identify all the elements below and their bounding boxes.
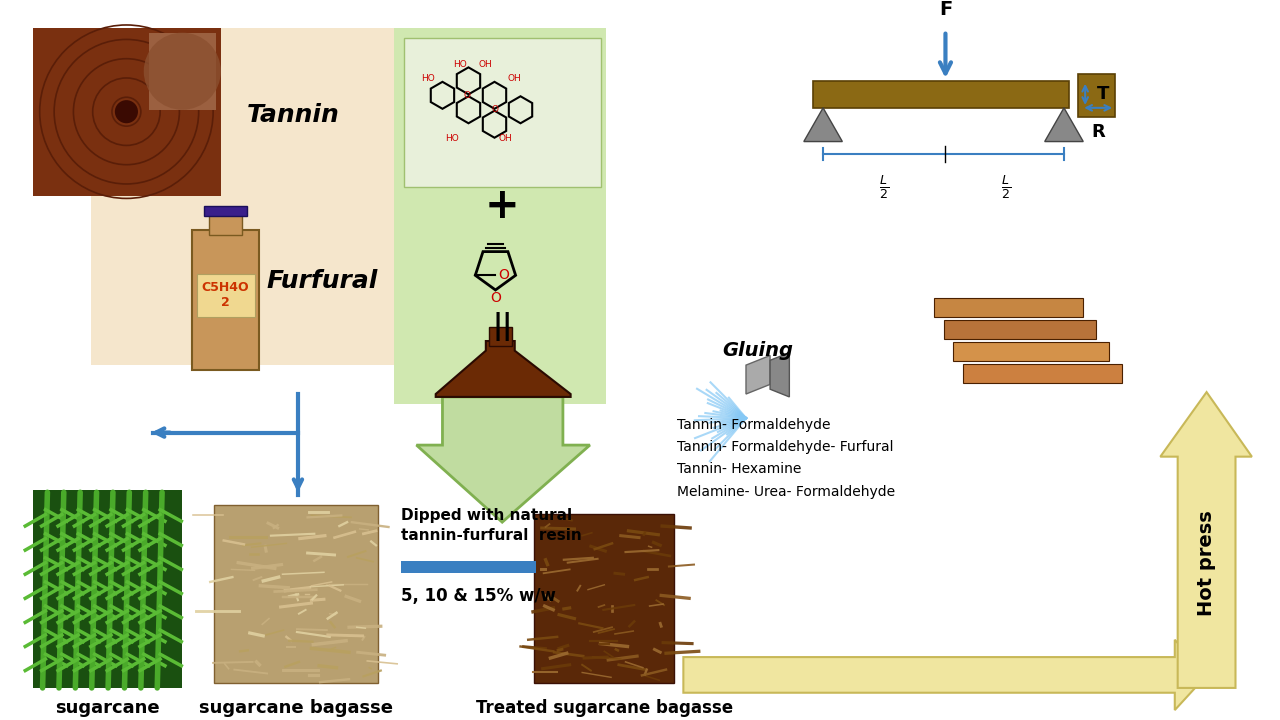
Text: O: O: [498, 269, 508, 282]
Text: OH: OH: [479, 60, 493, 69]
Text: Treated sugarcane bagasse: Treated sugarcane bagasse: [476, 700, 733, 718]
Bar: [489, 327, 512, 346]
Text: sugarcane: sugarcane: [55, 700, 160, 718]
Polygon shape: [804, 108, 842, 142]
Bar: [1079, 74, 1115, 117]
Text: Dipped with natural
tannin-furfural  resin: Dipped with natural tannin-furfural resi…: [401, 508, 582, 543]
Text: Hot press: Hot press: [1197, 510, 1216, 616]
Text: ||: ||: [492, 312, 512, 341]
Text: O: O: [463, 91, 470, 100]
Text: O: O: [490, 291, 500, 305]
Text: Tannin- Hexamine: Tannin- Hexamine: [677, 462, 801, 477]
Bar: [814, 81, 1069, 108]
Text: Tannin: Tannin: [247, 102, 339, 127]
Text: C5H4O
2: C5H4O 2: [202, 281, 250, 309]
Polygon shape: [435, 341, 571, 397]
Text: Tannin- Formaldehyde: Tannin- Formaldehyde: [677, 418, 831, 432]
Bar: [404, 37, 602, 187]
Bar: [934, 297, 1083, 317]
Circle shape: [115, 100, 138, 123]
Polygon shape: [771, 353, 790, 397]
Polygon shape: [746, 356, 771, 394]
Text: 5, 10 & 15% w/w: 5, 10 & 15% w/w: [401, 587, 556, 605]
Bar: [209, 211, 242, 235]
Text: OH: OH: [508, 74, 522, 84]
Polygon shape: [1161, 392, 1252, 688]
Polygon shape: [416, 397, 590, 522]
Text: HO: HO: [445, 134, 460, 143]
Circle shape: [143, 32, 221, 109]
Bar: [91, 28, 394, 197]
Bar: [91, 197, 394, 365]
Text: Gluing: Gluing: [722, 341, 794, 360]
Text: Tannin- Formaldehyde- Furfural: Tannin- Formaldehyde- Furfural: [677, 440, 893, 454]
Text: O: O: [492, 105, 499, 114]
Text: T: T: [1097, 86, 1108, 104]
Bar: [401, 561, 536, 573]
Text: R: R: [1092, 123, 1106, 141]
Text: HO: HO: [453, 60, 467, 69]
Bar: [534, 515, 673, 683]
Text: F: F: [938, 0, 952, 19]
Bar: [33, 28, 221, 197]
Bar: [205, 206, 247, 216]
Bar: [192, 230, 260, 370]
Text: OH: OH: [498, 134, 512, 143]
Polygon shape: [684, 640, 1207, 710]
Bar: [33, 490, 182, 688]
Bar: [394, 28, 607, 404]
Text: Furfural: Furfural: [266, 269, 378, 293]
Bar: [197, 274, 255, 317]
Text: $\frac{L}{2}$: $\frac{L}{2}$: [879, 174, 888, 201]
Text: sugarcane bagasse: sugarcane bagasse: [198, 700, 393, 718]
Text: HO: HO: [421, 74, 435, 84]
Bar: [214, 505, 378, 683]
Bar: [963, 364, 1121, 384]
Bar: [148, 32, 216, 109]
Text: +: +: [485, 185, 520, 227]
Text: Melamine- Urea- Formaldehyde: Melamine- Urea- Formaldehyde: [677, 485, 895, 499]
Polygon shape: [1044, 108, 1083, 142]
Bar: [943, 320, 1096, 339]
Text: $\frac{L}{2}$: $\frac{L}{2}$: [1001, 174, 1011, 201]
Bar: [954, 342, 1110, 361]
